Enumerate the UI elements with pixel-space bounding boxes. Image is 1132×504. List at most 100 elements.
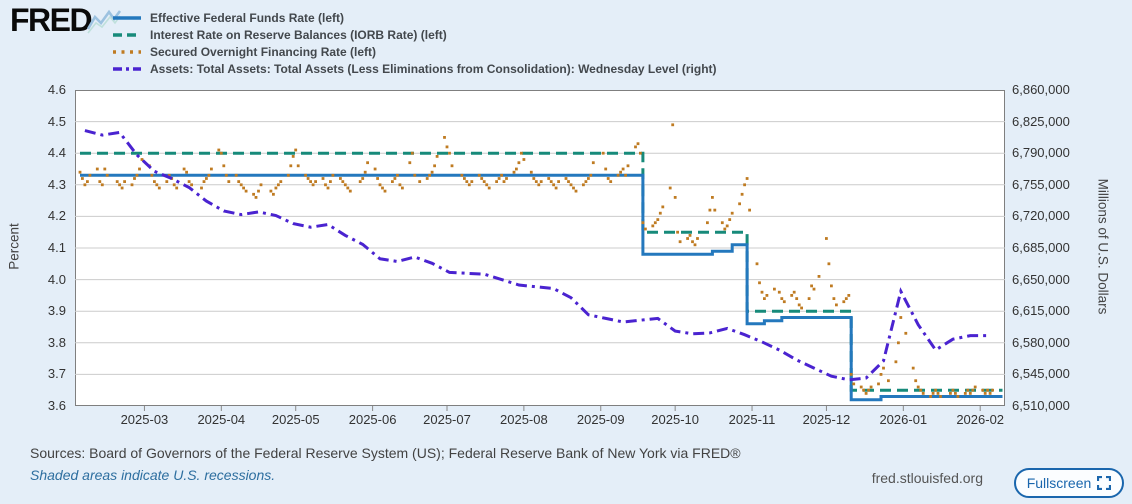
sofr-dots-point: [294, 148, 298, 152]
sofr-dots-point: [430, 170, 434, 174]
sofr-dots-point: [572, 186, 575, 190]
sofr-dots-point: [254, 196, 258, 199]
fred-logo[interactable]: FRED: [10, 2, 93, 38]
sofr-dots-point: [745, 177, 749, 180]
sofr-dots-point: [658, 211, 662, 215]
sofr-dots-point: [311, 183, 315, 187]
sofr-dots-point: [832, 297, 836, 300]
sofr-dots-point: [763, 297, 766, 300]
sofr-dots-point: [361, 177, 365, 180]
sofr-dots-point: [879, 373, 883, 376]
sofr-dots-point: [244, 189, 248, 193]
sofr-dots-point: [391, 180, 394, 183]
sofr-dots-point: [981, 388, 985, 392]
sofr-dots-point: [537, 183, 541, 187]
sofr-dots-point: [252, 192, 255, 196]
sofr-dots-point: [512, 170, 516, 174]
sofr-dots-point: [123, 180, 126, 183]
sofr-dots-point: [482, 180, 486, 183]
effr-line: [80, 173, 1003, 402]
legend-item-iorb: Interest Rate on Reserve Balances (IORB …: [112, 26, 717, 43]
sofr-dots-point: [396, 173, 399, 177]
chart-plot[interactable]: [75, 90, 1005, 414]
sofr-dots-point: [86, 180, 89, 183]
sofr-dots-point: [105, 173, 109, 177]
sofr-dots-point: [547, 177, 551, 180]
left-axis-tick-label: 4.5: [47, 113, 66, 129]
x-axis-tick-label: 2025-07: [423, 412, 471, 427]
sofr-dots-point: [381, 186, 384, 190]
sofr-dots-point: [688, 234, 692, 237]
right-axis-tick-label: 6,545,000: [1012, 366, 1070, 382]
sofr-dots-point: [120, 186, 124, 190]
sofr-dots-point: [140, 158, 144, 161]
sofr-dots-point: [864, 392, 868, 395]
sofr-dots-point: [495, 180, 498, 183]
fred-site-link[interactable]: fred.stlouisfed.org: [871, 470, 983, 486]
fullscreen-button-label: Fullscreen: [1026, 475, 1092, 491]
sofr-dots-point: [852, 382, 856, 386]
sofr-dots-point: [552, 183, 555, 187]
sofr-dots-point: [274, 186, 278, 190]
right-axis-tick-label: 6,755,000: [1012, 176, 1070, 192]
sofr-dots-point: [661, 205, 665, 209]
sofr-dots-point: [341, 180, 345, 183]
right-axis-tick-label: 6,685,000: [1012, 240, 1070, 255]
legend-label-sofr: Secured Overnight Financing Rate (left): [150, 44, 377, 59]
sofr-dots-point: [428, 173, 431, 177]
sofr-dots-point: [450, 164, 454, 168]
sofr-dots-point: [894, 360, 898, 364]
legend-label-iorb: Interest Rate on Reserve Balances (IORB …: [150, 27, 447, 42]
x-axis-tick-label: 2025-09: [576, 412, 625, 427]
x-axis-tick-label: 2025-06: [348, 412, 397, 427]
sofr-dots-point: [358, 180, 362, 183]
sofr-dots-point: [448, 151, 451, 155]
assets-line-sample-icon: [113, 66, 141, 71]
sofr-dots-point: [138, 167, 141, 171]
sofr-dots-point: [711, 196, 714, 199]
sofr-dots-point: [175, 186, 179, 190]
sofr-dots-point: [133, 177, 136, 180]
sofr-dots-point: [795, 297, 799, 300]
fullscreen-button[interactable]: Fullscreen: [1014, 468, 1124, 498]
sofr-dots-point: [954, 392, 957, 395]
sofr-dots-point: [686, 237, 689, 240]
sofr-dots-point: [383, 189, 387, 193]
sofr-dots-point: [95, 167, 99, 171]
sofr-dots-point: [505, 177, 508, 180]
sofr-dots-point: [272, 192, 275, 196]
sofr-dots-point: [564, 177, 568, 180]
left-axis-tick-label: 4.4: [47, 145, 66, 161]
sofr-dots-point: [465, 180, 469, 183]
sofr-dots-point: [78, 170, 82, 174]
sofr-dots-point: [309, 180, 312, 183]
sofr-dots-point: [219, 151, 223, 155]
x-axis-tick-label: 2026-02: [956, 412, 1005, 427]
sofr-dots-point: [723, 227, 727, 231]
sofr-dots-point: [862, 388, 865, 392]
right-axis-tick-label: 6,650,000: [1012, 271, 1070, 287]
sofr-dots-point: [949, 392, 952, 395]
sofr-dots-point: [88, 173, 92, 177]
sofr-dots-point: [574, 189, 578, 193]
sofr-dots-point: [314, 180, 317, 183]
sofr-dots-point: [936, 392, 940, 395]
sofr-dots-point: [467, 183, 471, 187]
sofr-dots-point: [867, 388, 870, 392]
sofr-dots-point: [321, 177, 325, 180]
sofr-dots-point: [118, 183, 121, 187]
sofr-dots-point: [227, 180, 231, 183]
right-axis-tick-label: 6,580,000: [1012, 334, 1070, 350]
sofr-dots-point: [157, 186, 161, 190]
iorb-line-sample-icon: [113, 32, 141, 37]
sofr-dots-point: [624, 173, 627, 177]
sofr-dots-point: [983, 392, 987, 395]
sofr-dots-point: [376, 177, 379, 180]
x-axis-tick-label: 2025-04: [197, 412, 246, 427]
sofr-dots-point: [810, 284, 813, 288]
legend-item-sofr: Secured Overnight Financing Rate (left): [112, 43, 717, 60]
sofr-dots-point: [639, 151, 642, 155]
sofr-dots-point: [224, 173, 228, 177]
recession-note: Shaded areas indicate U.S. recessions.: [30, 467, 276, 483]
sofr-dots-point: [210, 167, 213, 171]
